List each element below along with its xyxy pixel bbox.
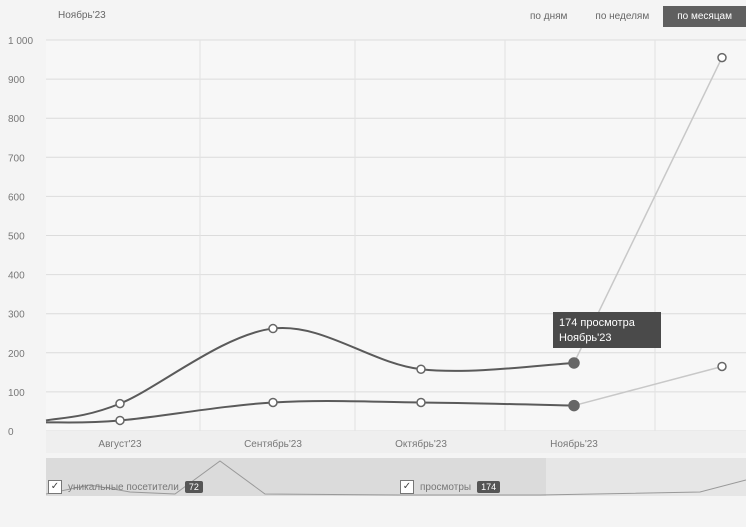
navigator-selection bbox=[46, 458, 546, 496]
period-label: Ноябрь'23 bbox=[58, 10, 106, 21]
data-point bbox=[717, 361, 727, 372]
series-line-1 bbox=[45, 400, 575, 424]
y-tick-label: 800 bbox=[8, 114, 25, 125]
y-tick-label: 1 000 bbox=[8, 36, 33, 47]
legend-unique-visitors[interactable]: ✓ уникальные посетители 72 bbox=[48, 480, 203, 494]
x-tick-label: Сентябрь'23 bbox=[244, 438, 302, 450]
series-line-forecast-1 bbox=[573, 365, 723, 407]
period-tabs: по дням по неделям по месяцам bbox=[516, 6, 746, 27]
tooltip-period: Ноябрь'23 bbox=[559, 332, 612, 344]
navigator-line bbox=[45, 460, 746, 496]
data-point bbox=[268, 323, 278, 334]
checkbox-icon[interactable]: ✓ bbox=[48, 480, 62, 494]
legend-count-badge: 174 bbox=[477, 481, 501, 493]
series-line-0 bbox=[45, 327, 575, 422]
data-point bbox=[568, 399, 580, 412]
y-tick-label: 900 bbox=[8, 75, 25, 86]
legend-label: уникальные посетители bbox=[68, 481, 179, 493]
legend-views[interactable]: ✓ просмотры 174 bbox=[400, 480, 501, 494]
y-tick-label: 100 bbox=[8, 388, 25, 399]
data-point bbox=[268, 397, 278, 408]
data-point bbox=[416, 397, 426, 408]
tooltip-value: 174 просмотра bbox=[559, 317, 636, 329]
y-tick-label: 200 bbox=[8, 349, 25, 360]
y-tick-label: 700 bbox=[8, 153, 25, 164]
tab-by-weeks[interactable]: по неделям bbox=[595, 11, 650, 22]
legend-label: просмотры bbox=[420, 481, 472, 493]
x-axis-band bbox=[46, 431, 746, 453]
data-point bbox=[115, 398, 125, 409]
tab-by-months[interactable]: по месяцам bbox=[663, 6, 746, 27]
y-tick-label: 300 bbox=[8, 310, 25, 321]
x-tick-label: Октябрь'23 bbox=[395, 438, 447, 450]
tab-by-days[interactable]: по дням bbox=[530, 11, 568, 22]
x-tick-label: Август'23 bbox=[98, 439, 142, 450]
data-point bbox=[717, 52, 727, 63]
tooltip-box bbox=[553, 312, 661, 348]
y-tick-label: 400 bbox=[8, 271, 25, 282]
y-tick-label: 500 bbox=[8, 232, 25, 243]
data-point bbox=[416, 364, 426, 374]
data-point bbox=[568, 357, 580, 369]
y-tick-label: 600 bbox=[8, 192, 25, 203]
y-tick-label: 0 bbox=[8, 427, 14, 438]
legend-count-badge: 72 bbox=[184, 481, 203, 493]
x-tick-label: Ноябрь'23 bbox=[550, 438, 598, 450]
data-point bbox=[115, 415, 125, 426]
checkbox-icon[interactable]: ✓ bbox=[400, 480, 414, 494]
